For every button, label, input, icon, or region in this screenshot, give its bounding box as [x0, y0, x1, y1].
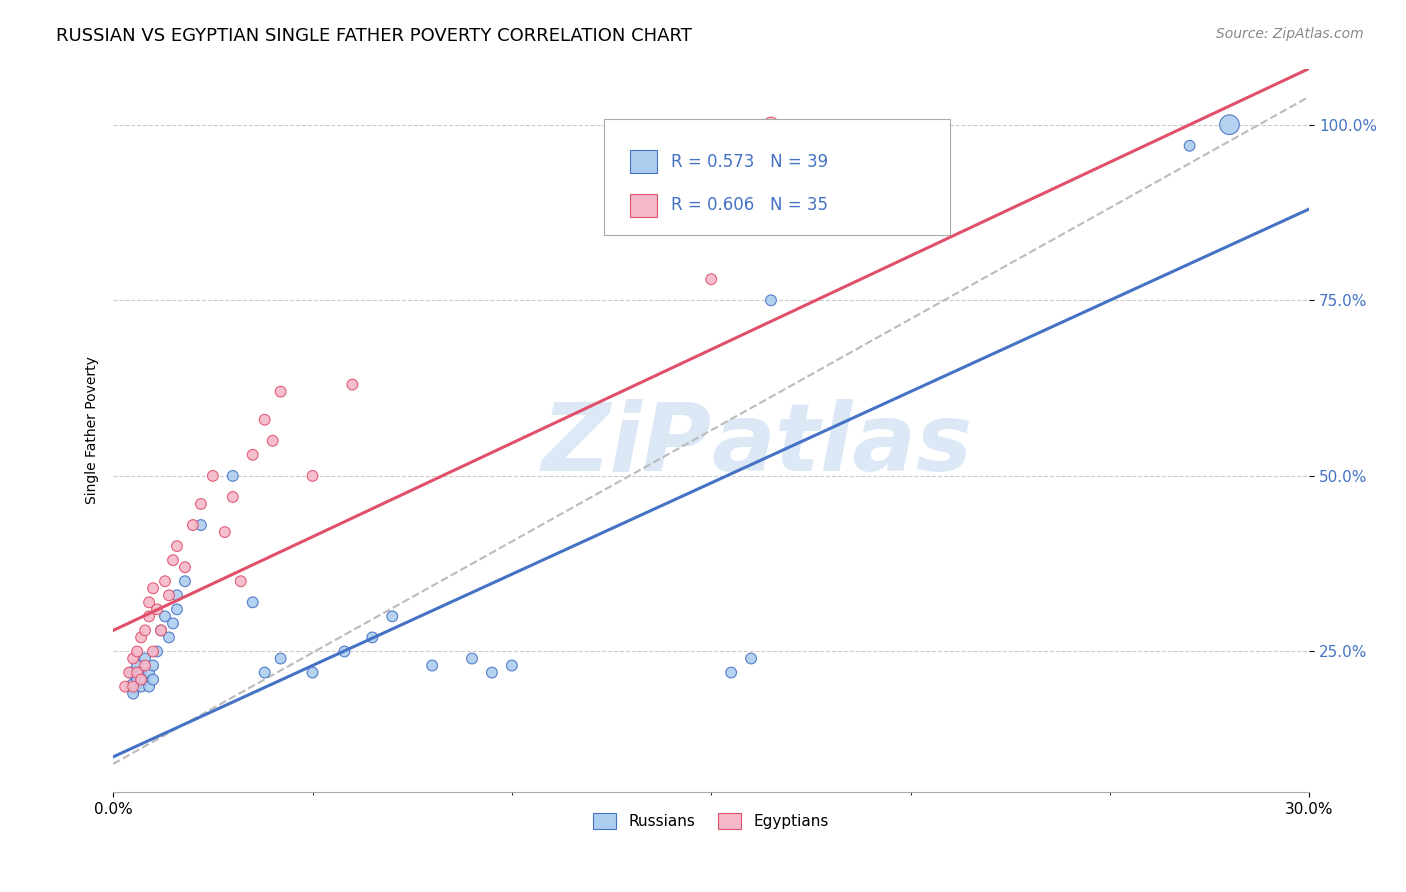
Point: [461, 651, 484, 665]
Point: [138, 595, 160, 609]
Point: [127, 665, 149, 680]
Legend: Russians, Egyptians: Russians, Egyptians: [588, 806, 835, 835]
Point: [122, 680, 145, 694]
Point: [740, 651, 762, 665]
Point: [229, 574, 252, 589]
Point: [142, 658, 165, 673]
Point: [420, 658, 443, 673]
Point: [127, 673, 149, 687]
Y-axis label: Single Father Poverty: Single Father Poverty: [86, 356, 100, 504]
Point: [118, 665, 141, 680]
Point: [342, 377, 364, 392]
Point: [134, 624, 156, 638]
Point: [134, 673, 156, 687]
Point: [134, 658, 156, 673]
Point: [153, 609, 176, 624]
Point: [150, 624, 173, 638]
Point: [162, 616, 184, 631]
Point: [253, 413, 276, 427]
Point: [759, 293, 782, 308]
Point: [262, 434, 284, 448]
Point: [114, 680, 136, 694]
Point: [166, 602, 188, 616]
Point: [501, 658, 523, 673]
Point: [142, 673, 165, 687]
Point: [122, 680, 145, 694]
Text: atlas: atlas: [711, 399, 973, 491]
Point: [381, 609, 404, 624]
Point: [253, 665, 276, 680]
Point: [270, 384, 292, 399]
Point: [142, 644, 165, 658]
Point: [181, 518, 204, 533]
Point: [162, 553, 184, 567]
Point: [134, 651, 156, 665]
Point: [361, 631, 384, 645]
Point: [174, 574, 197, 589]
Point: [127, 644, 149, 658]
Point: [222, 490, 245, 504]
Point: [174, 560, 197, 574]
Point: [301, 665, 323, 680]
Point: [1218, 118, 1240, 132]
Bar: [630, 150, 657, 173]
Point: [214, 525, 236, 540]
Point: [146, 602, 169, 616]
Point: [166, 539, 188, 553]
Point: [138, 665, 160, 680]
Text: RUSSIAN VS EGYPTIAN SINGLE FATHER POVERTY CORRELATION CHART: RUSSIAN VS EGYPTIAN SINGLE FATHER POVERT…: [56, 27, 692, 45]
Point: [270, 651, 292, 665]
Point: [150, 624, 173, 638]
Point: [201, 469, 224, 483]
Point: [1178, 138, 1201, 153]
Point: [242, 595, 264, 609]
Point: [759, 118, 782, 132]
Point: [153, 574, 176, 589]
Point: [142, 581, 165, 595]
Point: [481, 665, 503, 680]
Text: R = 0.606   N = 35: R = 0.606 N = 35: [671, 196, 828, 214]
Point: [301, 469, 323, 483]
Text: ZiP: ZiP: [541, 399, 711, 491]
Point: [700, 272, 723, 286]
Point: [242, 448, 264, 462]
FancyBboxPatch shape: [603, 120, 950, 235]
Point: [127, 658, 149, 673]
Point: [157, 631, 180, 645]
Text: Source: ZipAtlas.com: Source: ZipAtlas.com: [1216, 27, 1364, 41]
Point: [122, 687, 145, 701]
Point: [129, 665, 152, 680]
Point: [138, 609, 160, 624]
Point: [190, 518, 212, 533]
Point: [138, 680, 160, 694]
Point: [129, 680, 152, 694]
Bar: [630, 194, 657, 217]
Point: [122, 651, 145, 665]
Point: [122, 665, 145, 680]
Text: R = 0.573   N = 39: R = 0.573 N = 39: [671, 153, 828, 171]
Point: [222, 469, 245, 483]
Point: [146, 644, 169, 658]
Point: [129, 631, 152, 645]
Point: [720, 665, 742, 680]
Point: [157, 588, 180, 602]
Point: [166, 588, 188, 602]
Point: [129, 673, 152, 687]
Point: [190, 497, 212, 511]
Point: [333, 644, 356, 658]
